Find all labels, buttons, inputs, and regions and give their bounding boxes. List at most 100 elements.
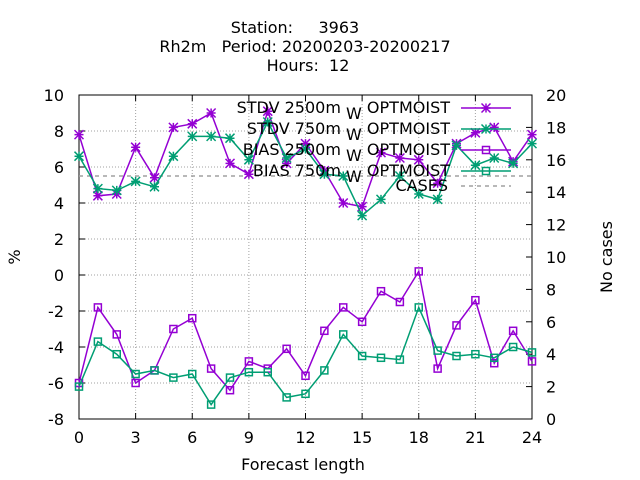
y2-tick-label: 20 <box>546 86 566 105</box>
data-point-square <box>93 337 103 346</box>
data-point-star <box>489 152 500 164</box>
data-point-square <box>169 373 178 382</box>
data-point-star <box>394 170 405 182</box>
data-point-star <box>206 107 217 119</box>
data-point-square <box>433 364 442 373</box>
data-point-star <box>243 154 254 165</box>
data-point-square <box>395 297 405 307</box>
y2-tick-label: 4 <box>546 345 556 364</box>
y2-tick-label: 16 <box>546 151 566 170</box>
title-variable-period: Rh2m Period: 20200203-20200217 <box>159 37 450 56</box>
data-point-star <box>224 158 236 169</box>
y2-tick-label: 6 <box>546 313 556 332</box>
data-point-star <box>526 129 538 140</box>
x-tick-label: 12 <box>295 428 315 447</box>
legend-entry: STDV 2500m W OPTMOIST <box>237 98 511 123</box>
y2-tick-label: 8 <box>546 280 556 299</box>
data-point-star <box>130 176 141 187</box>
data-point-star <box>149 181 160 192</box>
x-tick-label: 24 <box>522 428 542 447</box>
data-point-star <box>281 152 292 164</box>
data-point-star <box>130 142 141 153</box>
data-point-square <box>490 353 499 363</box>
data-point-square <box>490 358 499 368</box>
data-point-star <box>394 152 405 164</box>
data-point-square <box>320 326 329 336</box>
y-tick-label: 6 <box>54 158 64 177</box>
data-point-square <box>508 326 518 336</box>
y-tick-label: 0 <box>54 266 64 285</box>
data-point-square <box>527 357 537 366</box>
data-point-square <box>508 342 518 352</box>
data-point-square <box>282 344 291 354</box>
data-point-square <box>131 378 140 388</box>
data-point-square <box>301 389 310 399</box>
data-point-star <box>111 185 122 196</box>
data-point-star <box>480 123 492 135</box>
data-point-star <box>92 190 103 201</box>
y2-tick-label: 12 <box>546 216 566 235</box>
axis-ticks: 0 3 6 9 12 15 18 21 24-8-6-4-2024681002468101214… <box>44 86 567 447</box>
x-tick-label: 6 <box>187 428 197 447</box>
data-point-star <box>375 194 387 205</box>
data-point-star <box>243 169 254 180</box>
y-tick-label: 4 <box>54 194 64 213</box>
data-point-star <box>187 118 198 129</box>
data-point-square <box>244 357 254 366</box>
legend-label: STDV 750m W OPTMOIST <box>247 119 450 144</box>
x-tick-label: 18 <box>409 428 429 447</box>
data-point-star <box>470 160 481 171</box>
data-point-square <box>225 385 235 395</box>
y-axis-label: % <box>5 249 24 264</box>
data-point-square <box>414 303 423 312</box>
title-hours: Hours: 12 <box>267 56 350 75</box>
series-bias-2500m <box>74 267 537 395</box>
title-station: Station: 3963 <box>231 18 359 37</box>
data-point-star <box>413 188 424 200</box>
data-point-square <box>188 313 197 323</box>
y2-tick-label: 18 <box>546 118 566 137</box>
y-tick-label: 8 <box>54 122 64 141</box>
data-point-star <box>187 131 198 142</box>
legend-entry: CASES <box>395 176 511 195</box>
y-tick-label: -4 <box>48 338 64 357</box>
y-tick-label: 10 <box>44 86 64 105</box>
data-point-square <box>376 286 386 296</box>
data-point-square <box>263 367 272 377</box>
data-point-star <box>300 138 311 149</box>
x-tick-label: 0 <box>74 428 84 447</box>
data-point-square <box>188 369 197 379</box>
x-tick-label: 3 <box>131 428 141 447</box>
y-tick-label: 2 <box>54 230 64 249</box>
data-point-star <box>262 116 273 128</box>
data-point-star <box>357 210 368 221</box>
y2-tick-label: 0 <box>546 410 556 429</box>
data-point-square <box>301 371 310 381</box>
data-point-star <box>526 138 538 149</box>
series <box>73 106 538 409</box>
legend-entry: BIAS 750m W OPTMOIST <box>253 161 511 186</box>
data-point-square <box>357 351 367 361</box>
data-point-star <box>338 197 349 209</box>
legend-label: BIAS 750m W OPTMOIST <box>253 161 450 186</box>
data-point-square <box>112 349 121 359</box>
data-point-square <box>93 303 103 312</box>
data-point-star <box>432 194 443 205</box>
data-point-star <box>432 178 443 189</box>
data-point-star <box>357 201 368 212</box>
data-point-star <box>338 170 349 182</box>
y2-tick-label: 2 <box>546 378 556 397</box>
data-point-square <box>471 349 480 359</box>
data-point-square <box>452 321 461 330</box>
x-tick-label: 9 <box>244 428 254 447</box>
data-point-star <box>508 158 519 169</box>
data-point-square <box>527 348 537 357</box>
data-point-square <box>150 366 159 375</box>
data-point-square <box>112 330 121 339</box>
x-tick-label: 21 <box>465 428 485 447</box>
data-point-star <box>149 172 160 183</box>
data-point-square <box>206 364 216 373</box>
legend-entry: STDV 750m W OPTMOIST <box>247 119 511 144</box>
data-point-star <box>281 158 292 169</box>
